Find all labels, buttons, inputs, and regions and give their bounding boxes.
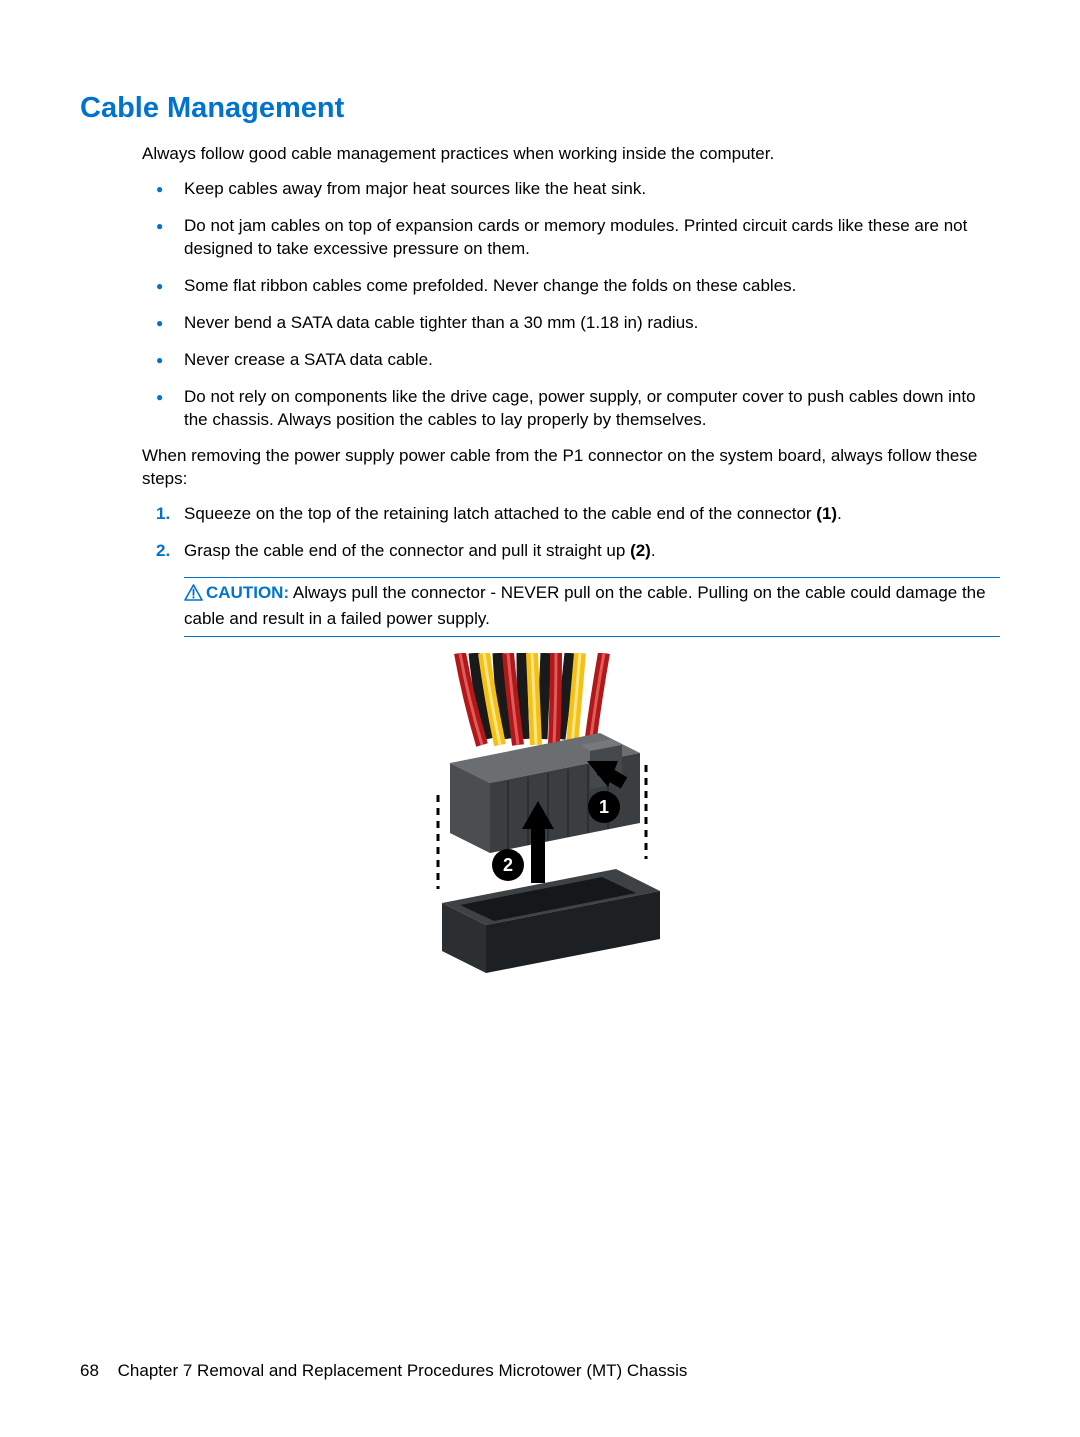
step-ref: (2) [630,541,651,560]
warning-icon [184,584,203,608]
page-footer: 68 Chapter 7 Removal and Replacement Pro… [80,1361,687,1381]
cable-wires [460,653,604,745]
svg-text:1: 1 [599,797,609,817]
bullet-item: Do not rely on components like the drive… [142,386,1000,432]
step-tail: . [651,541,656,560]
bullet-item: Do not jam cables on top of expansion ca… [142,215,1000,261]
step-ref: (1) [816,504,837,523]
page-number: 68 [80,1361,99,1380]
bullet-item: Keep cables away from major heat sources… [142,178,1000,201]
step-tail: . [837,504,842,523]
bullet-item: Never crease a SATA data cable. [142,349,1000,372]
chapter-label: Chapter 7 Removal and Replacement Proced… [118,1361,688,1380]
page-title: Cable Management [80,92,1000,125]
connector-figure: 1 2 [390,653,690,993]
intro-paragraph: Always follow good cable management prac… [142,143,1000,166]
caution-box: CAUTION: Always pull the connector - NEV… [184,577,1000,637]
lower-connector [442,869,660,973]
step-text: Grasp the cable end of the connector and… [184,541,630,560]
callout-2: 2 [492,849,524,881]
step-number: 1. [156,503,170,526]
bullet-item: Never bend a SATA data cable tighter tha… [142,312,1000,335]
step-text: Squeeze on the top of the retaining latc… [184,504,816,523]
step-number: 2. [156,540,170,563]
bullet-list: Keep cables away from major heat sources… [142,178,1000,432]
svg-text:2: 2 [503,855,513,875]
step-list: 1. Squeeze on the top of the retaining l… [142,503,1000,563]
caution-label: CAUTION: [206,583,289,602]
step-item: 1. Squeeze on the top of the retaining l… [142,503,1000,526]
bullet-item: Some flat ribbon cables come prefolded. … [142,275,1000,298]
callout-1: 1 [588,791,620,823]
document-page: Cable Management Always follow good cabl… [0,0,1080,1437]
caution-text: Always pull the connector - NEVER pull o… [184,583,986,628]
transition-paragraph: When removing the power supply power cab… [142,445,1000,491]
step-item: 2. Grasp the cable end of the connector … [142,540,1000,563]
